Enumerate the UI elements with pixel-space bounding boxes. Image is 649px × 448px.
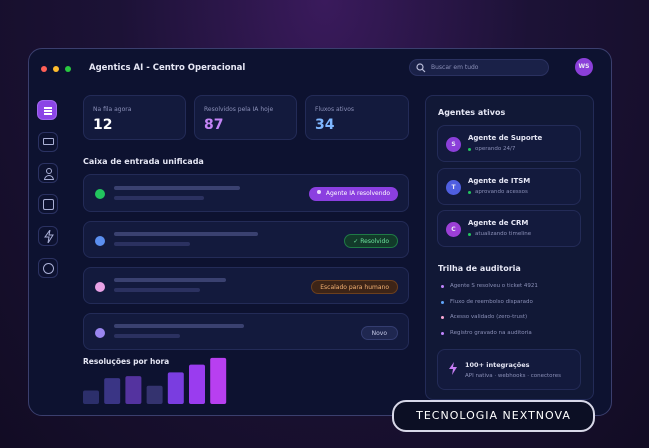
- section-title: Trilha de auditoria: [438, 264, 521, 273]
- inbox-row[interactable]: ✓ Resolvido: [83, 221, 409, 258]
- stat-card: Resolvidos pela IA hoje 87: [194, 95, 297, 140]
- audit-dot: [441, 331, 444, 335]
- inbox-row[interactable]: Agente IA resolvendo: [83, 174, 409, 212]
- agent-avatar: T: [446, 180, 461, 195]
- status-badge: Escalado para humano: [311, 280, 398, 294]
- bar: [125, 376, 142, 404]
- agent-name: Agente de ITSM: [468, 177, 531, 185]
- search-icon: [416, 63, 426, 73]
- section-title: Agentes ativos: [438, 108, 506, 117]
- agent-card[interactable]: C Agente de CRM atualizando timeline: [437, 210, 581, 247]
- nav-icon[interactable]: [38, 132, 58, 152]
- stat-value: 87: [204, 117, 224, 133]
- agent-avatar: C: [446, 222, 461, 237]
- window-dot[interactable]: [41, 66, 47, 72]
- integrations-card[interactable]: 100+ integrações API nativa · webhooks ·…: [437, 349, 581, 390]
- badge-text: Resolvido: [360, 238, 389, 245]
- agent-name: Agente de CRM: [468, 219, 529, 227]
- bar: [189, 364, 205, 404]
- brand-badge: TECNOLOGIA NEXTNOVA: [392, 400, 595, 432]
- audit-dot: [441, 316, 444, 319]
- search-placeholder: Buscar em tudo: [431, 64, 479, 71]
- bar: [83, 390, 99, 404]
- audit-dot: [441, 285, 444, 288]
- nav-icon[interactable]: [38, 194, 58, 214]
- avatar[interactable]: WS: [575, 58, 593, 76]
- stat-value: 34: [315, 117, 335, 133]
- agent-status: operando 24/7: [475, 146, 516, 152]
- window-dot[interactable]: [53, 66, 59, 72]
- badge-text: Escalado para humano: [320, 284, 389, 291]
- inbox-row[interactable]: Novo: [83, 313, 409, 350]
- audit-item: Agente S resolveu o ticket 4921: [450, 283, 538, 289]
- nav-icon[interactable]: [38, 258, 58, 278]
- stat-label: Fluxos ativos: [315, 106, 355, 113]
- search-box[interactable]: Buscar em tudo: [409, 59, 549, 76]
- agent-status: aprovando acessos: [475, 189, 528, 195]
- stat-card: Fluxos ativos 34: [305, 95, 409, 140]
- integrations-title: 100+ integrações: [465, 361, 530, 369]
- agent-avatar: S: [446, 137, 461, 152]
- bar: [104, 378, 121, 404]
- chart-title: Resoluções por hora: [83, 357, 170, 366]
- badge-text: Novo: [371, 330, 387, 337]
- inbox-row[interactable]: Escalado para humano: [83, 267, 409, 304]
- nav-icon[interactable]: [37, 100, 57, 120]
- bolt-icon: [449, 362, 457, 375]
- bar: [210, 357, 227, 404]
- mini-bar-chart: [83, 357, 227, 404]
- status-badge: ✓ Resolvido: [344, 234, 398, 248]
- bar: [146, 385, 163, 404]
- integrations-subtitle: API nativa · webhooks · conectores: [465, 373, 561, 379]
- agent-name: Agente de Suporte: [468, 134, 543, 142]
- badge-text: Agente IA resolvendo: [325, 190, 390, 197]
- status-badge: Agente IA resolvendo: [308, 187, 398, 201]
- stat-value: 12: [93, 117, 113, 133]
- stat-label: Na fila agora: [93, 106, 132, 113]
- stat-label: Resolvidos pela IA hoje: [204, 106, 274, 113]
- bar: [167, 372, 184, 404]
- app-title: Agentics AI - Centro Operacional: [89, 63, 246, 73]
- audit-item: Acesso validado (zero-trust): [450, 314, 528, 320]
- nav-icon[interactable]: [38, 226, 58, 246]
- stat-card: Na fila agora 12: [83, 95, 186, 140]
- status-badge: Novo: [360, 326, 398, 340]
- audit-item: Registro gravado na auditoria: [450, 329, 532, 336]
- nav-icon[interactable]: [38, 163, 58, 183]
- agent-card[interactable]: T Agente de ITSM aprovando acessos: [437, 168, 581, 205]
- audit-dot: [441, 300, 444, 304]
- agent-card[interactable]: S Agente de Suporte operando 24/7: [437, 125, 581, 162]
- audit-item: Fluxo de reembolso disparado: [450, 298, 533, 305]
- section-title: Caixa de entrada unificada: [83, 157, 204, 166]
- window-dot[interactable]: [65, 66, 71, 72]
- agent-status: atualizando timeline: [475, 231, 532, 237]
